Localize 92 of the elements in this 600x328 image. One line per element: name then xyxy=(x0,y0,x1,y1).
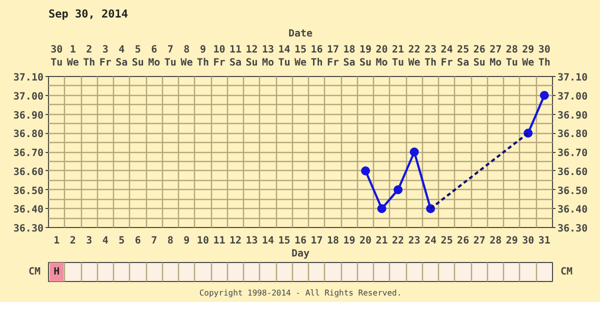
x2-tick-label: 17 xyxy=(310,236,323,246)
y2-tick-label: 36.70 xyxy=(558,148,588,159)
x-tick-label: 30 Th xyxy=(538,44,550,68)
x-tick-label: 22 We xyxy=(408,44,420,68)
x2-tick-label: 6 xyxy=(134,236,141,246)
x2-tick-label: 4 xyxy=(102,236,108,246)
x2-tick-label: 25 xyxy=(440,236,453,246)
y-tick-label: 36.90 xyxy=(13,110,44,122)
text: CM xyxy=(28,266,41,278)
x2-tick-label: 29 xyxy=(506,236,518,246)
x-tick-label: 5 Su xyxy=(132,44,144,68)
x-tick-label: 27 Mo xyxy=(490,44,502,68)
point xyxy=(410,148,419,156)
x-tick-label: 23 Th xyxy=(424,44,437,68)
x2-tick-label: 28 xyxy=(490,236,502,246)
x-tick-label: 6 Mo xyxy=(148,44,160,68)
x2-tick-label: 19 xyxy=(343,236,356,246)
y-tick-label: 36.70 xyxy=(13,148,44,159)
x2-tick-label: 30 xyxy=(522,236,534,246)
x2-axis-title: Day xyxy=(291,248,310,260)
x2-tick-label: 26 xyxy=(457,236,470,246)
x2-tick-label: 18 xyxy=(326,236,340,246)
x2-tick-label: 11 xyxy=(213,236,226,246)
x-tick-label: 4 Sa xyxy=(116,44,128,68)
point xyxy=(540,90,549,100)
x2-tick-label: 7 xyxy=(151,236,158,246)
y2-tick-label: 36.30 xyxy=(558,224,588,234)
x-tick-label: 11 Sa xyxy=(229,44,242,68)
text: CM xyxy=(560,266,573,278)
x-tick-label: 15 We xyxy=(294,44,307,68)
x-tick-label: 7 Tu xyxy=(164,44,176,68)
x2-tick-label: 16 xyxy=(294,236,307,246)
x-tick-label: 8 We xyxy=(180,44,193,68)
x2-tick-label: 2 xyxy=(70,236,76,246)
x2-tick-label: 24 xyxy=(424,236,437,246)
x-tick-label: 18 Sa xyxy=(343,44,356,68)
x2-tick-label: 23 xyxy=(408,236,420,246)
x-tick-label: 25 Sa xyxy=(457,44,470,68)
x-axis-title: Date xyxy=(288,28,313,40)
x2-tick-label: 22 xyxy=(392,236,404,246)
point xyxy=(377,204,386,214)
x2-tick-label: 12 xyxy=(229,236,242,246)
y2-tick-label: 36.40 xyxy=(558,204,588,216)
x2-tick-label: 3 xyxy=(86,236,92,246)
x-tick-label: 10 Fr xyxy=(213,44,226,68)
x2-tick-label: 1 xyxy=(54,236,60,246)
x-tick-label: 16 Th xyxy=(310,44,323,68)
x-tick-label: 30 Tu xyxy=(50,44,63,68)
x-tick-label: 19 Su xyxy=(360,44,372,68)
y-tick-label: 37.10 xyxy=(13,72,44,84)
y2-tick-label: 36.50 xyxy=(558,186,588,197)
y2-tick-label: 37.10 xyxy=(558,72,588,84)
y2-tick-label: 37.00 xyxy=(558,91,588,102)
x-tick-label: 20 Mo xyxy=(376,44,388,68)
y2-tick-label: 36.80 xyxy=(558,129,588,140)
y2-tick-label: 36.60 xyxy=(558,166,588,178)
y-tick-label: 36.30 xyxy=(13,224,44,234)
x-tick-label: 17 Fr xyxy=(326,44,340,68)
x-tick-label: 1 We xyxy=(66,44,79,68)
x2-tick-label: 5 xyxy=(118,236,125,246)
x2-tick-label: 9 xyxy=(184,236,190,246)
y-tick-label: 36.50 xyxy=(13,186,44,197)
y-tick-label: 36.80 xyxy=(13,129,44,140)
x2-tick-label: 27 xyxy=(473,236,486,246)
x-tick-label: 29 We xyxy=(522,44,534,68)
x-tick-label: 26 Su xyxy=(473,44,486,68)
x2-tick-label: 10 xyxy=(196,236,209,246)
text: Copyright 1998-2014 - All Rights Reserved. xyxy=(199,288,402,298)
x2-tick-label: 14 xyxy=(262,236,274,246)
chart-title: Sep 30, 2014 xyxy=(48,8,128,20)
x-tick-label: 13 Mo xyxy=(262,44,274,68)
x2-tick-label: 13 xyxy=(246,236,258,246)
x-tick-label: 3 Fr xyxy=(99,44,112,68)
y-tick-label: 37.00 xyxy=(13,91,44,102)
x-tick-label: 9 Th xyxy=(196,44,209,68)
point xyxy=(394,185,403,194)
x-tick-label: 24 Fr xyxy=(440,44,453,68)
x2-tick-label: 8 xyxy=(167,236,174,246)
x-tick-label: 14 Tu xyxy=(278,44,290,68)
x2-tick-label: 31 xyxy=(538,236,550,246)
point xyxy=(361,166,370,176)
x-tick-label: 28 Tu xyxy=(506,44,518,68)
x2-tick-label: 21 xyxy=(376,236,388,246)
x2-tick-label: 20 xyxy=(360,236,372,246)
y-tick-label: 36.60 xyxy=(13,166,44,178)
y2-tick-label: 36.90 xyxy=(558,110,588,122)
y-tick-label: 36.40 xyxy=(13,204,44,216)
x2-tick-label: 15 xyxy=(278,236,290,246)
text: H xyxy=(54,266,60,278)
x-tick-label: 21 Tu xyxy=(392,44,404,68)
x-tick-label: 2 Th xyxy=(83,44,96,68)
x-tick-label: 12 Su xyxy=(246,44,258,68)
